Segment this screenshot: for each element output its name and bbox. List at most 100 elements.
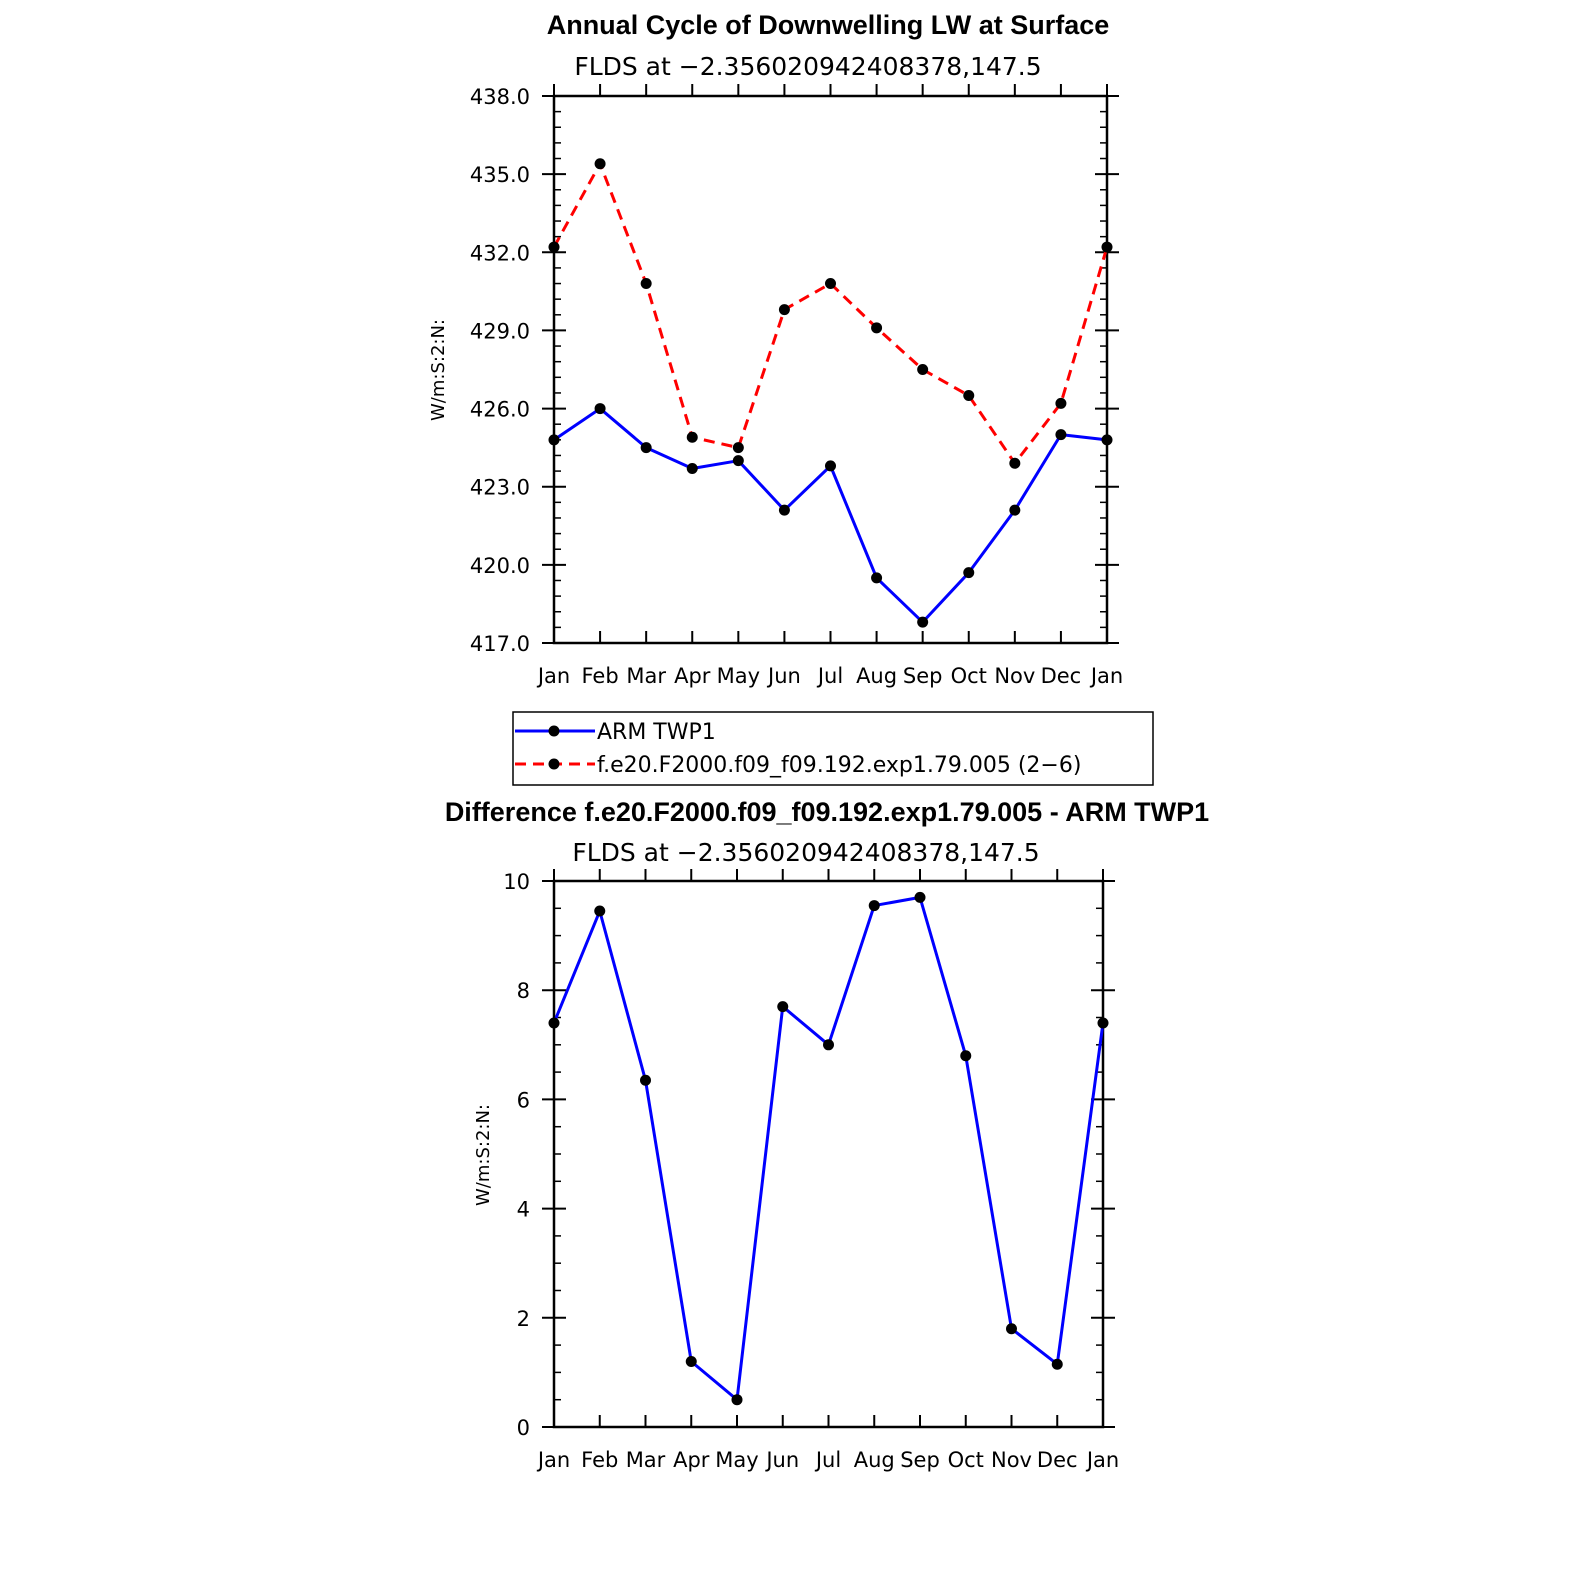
chart-title: Difference f.e20.F2000.f09_f09.192.exp1.…: [445, 797, 1209, 827]
x-tick-label: May: [717, 664, 760, 688]
y-tick-label: 417.0: [470, 632, 530, 656]
x-tick-label: Nov: [991, 1448, 1032, 1472]
x-tick-label: Jun: [764, 1448, 799, 1472]
legend-marker-arm: [548, 725, 560, 737]
series-line: [553, 407, 1108, 624]
y-tick-label: 0: [517, 1416, 530, 1440]
y-tick-label: 432.0: [470, 241, 530, 265]
y-tick-label: 435.0: [470, 163, 530, 187]
data-point: [686, 462, 698, 474]
y-tick-label: 2: [517, 1307, 530, 1331]
data-point: [917, 364, 929, 375]
x-tick-label: Nov: [994, 664, 1035, 688]
data-point: [917, 616, 929, 628]
plot-frame: [552, 879, 1105, 1429]
data-point: [1009, 457, 1021, 469]
annual-cycle-chart: Annual Cycle of Downwelling LW at Surfac…: [428, 10, 1123, 688]
x-tick-label: Jul: [814, 1448, 841, 1472]
data-point: [685, 1355, 697, 1367]
data-point: [778, 504, 790, 516]
data-point: [1009, 504, 1021, 516]
x-tick-label: Aug: [856, 664, 897, 688]
data-point: [1055, 429, 1067, 441]
data-point: [548, 434, 560, 446]
series-line: [552, 895, 1105, 1402]
data-point: [960, 1050, 972, 1062]
x-tick-label: Jan: [536, 1448, 570, 1472]
data-point: [732, 455, 744, 467]
x-tick-label: Sep: [900, 1448, 940, 1472]
y-tick-label: 8: [517, 979, 530, 1003]
x-tick-label: Apr: [673, 1448, 710, 1472]
x-tick-label: Jul: [816, 664, 843, 688]
x-tick-label: Jun: [766, 664, 801, 688]
chart-title: Annual Cycle of Downwelling LW at Surfac…: [547, 10, 1110, 40]
data-point: [1055, 397, 1067, 409]
data-point: [1006, 1323, 1017, 1335]
data-point: [548, 1017, 560, 1029]
data-point: [1051, 1358, 1063, 1370]
x-tick-label: May: [715, 1448, 758, 1472]
x-tick-label: Aug: [854, 1448, 895, 1472]
chart-subtitle: FLDS at −2.356020942408378,147.5: [572, 838, 1039, 867]
y-tick-label: 10: [503, 870, 530, 894]
y-tick-label: 426.0: [470, 398, 530, 422]
data-point: [825, 278, 836, 290]
y-axis-label: W/m:S:2:N:: [428, 319, 449, 421]
data-point: [640, 442, 652, 454]
legend-marker-model: [548, 758, 560, 770]
series-layer: [548, 891, 1109, 1406]
y-tick-label: 420.0: [470, 554, 530, 578]
x-tick-label: Jan: [1085, 1448, 1119, 1472]
x-tick-label: Feb: [581, 1448, 618, 1472]
y-tick-label: 4: [517, 1198, 530, 1222]
x-tick-label: Sep: [903, 664, 943, 688]
data-point: [731, 1394, 743, 1406]
data-point: [686, 431, 698, 443]
data-point: [963, 390, 975, 402]
y-tick-label: 429.0: [470, 319, 530, 343]
data-point: [914, 891, 926, 903]
data-point: [732, 442, 744, 454]
x-tick-label: Feb: [581, 664, 618, 688]
data-point: [1097, 1017, 1109, 1029]
legend-label-arm: ARM TWP1: [597, 720, 716, 745]
data-point: [594, 158, 606, 170]
data-point: [640, 1074, 651, 1086]
y-tick-label: 423.0: [470, 476, 530, 500]
data-point: [778, 304, 790, 316]
x-tick-label: Apr: [674, 664, 711, 688]
x-tick-label: Mar: [626, 1448, 666, 1472]
axis-ticks: Jan Feb Mar Apr May Jun Jul Aug Sep Oct Nov Dec Jan0…: [503, 869, 1119, 1472]
x-tick-label: Jan: [1089, 664, 1123, 688]
data-point: [871, 322, 883, 334]
data-point: [594, 403, 606, 415]
legend-frame: [512, 711, 1154, 786]
data-point: [871, 572, 883, 584]
legend-label-model: f.e20.F2000.f09_f09.192.exp1.79.005 (2−6…: [597, 753, 1081, 778]
data-point: [868, 900, 880, 912]
y-axis-label: W/m:S:2:N:: [473, 1104, 494, 1206]
x-tick-label: Mar: [626, 664, 666, 688]
data-point: [1101, 241, 1113, 253]
y-tick-label: 438.0: [470, 85, 530, 109]
data-point: [548, 241, 560, 253]
y-tick-label: 6: [517, 1088, 530, 1112]
difference-chart: Difference f.e20.F2000.f09_f09.192.exp1.…: [445, 797, 1209, 1472]
series-layer: [548, 158, 1113, 628]
data-point: [823, 1039, 834, 1051]
data-point: [1101, 434, 1113, 446]
data-point: [963, 567, 975, 579]
data-point: [640, 278, 652, 290]
x-tick-label: Oct: [951, 664, 987, 688]
data-point: [594, 905, 606, 917]
x-tick-label: Dec: [1041, 664, 1082, 688]
x-tick-label: Oct: [948, 1448, 984, 1472]
data-point: [825, 460, 836, 472]
chart-subtitle: FLDS at −2.356020942408378,147.5: [574, 52, 1041, 81]
x-tick-label: Dec: [1037, 1448, 1078, 1472]
data-point: [777, 1001, 789, 1013]
axis-ticks: Jan Feb Mar Apr May Jun Jul Aug Sep Oct Nov Dec Jan4…: [470, 84, 1123, 688]
plot-frame: [552, 94, 1109, 645]
